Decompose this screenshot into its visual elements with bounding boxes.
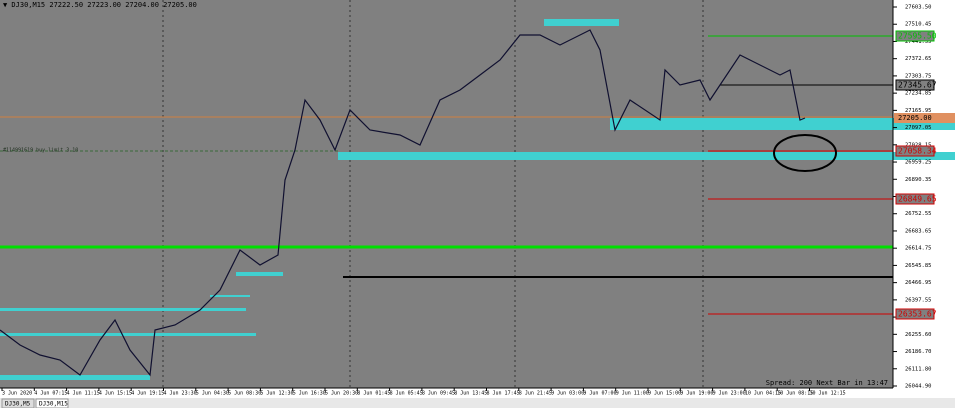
level-box [895, 145, 935, 157]
price-label: 26186.70 [905, 349, 932, 355]
time-label: 10 Jun 08:15 [777, 391, 813, 397]
current-price-box [894, 113, 955, 123]
tab-label[interactable]: DJ30,M5 [5, 401, 31, 408]
zones [0, 19, 955, 380]
time-label: 5 Jun 08:30 [228, 391, 261, 397]
chart-area [0, 0, 893, 388]
time-label: 8 Jun 21:45 [519, 391, 552, 397]
time-label: 4 Jun 15:15 [99, 391, 132, 397]
time-label: 5 Jun 20:30 [325, 391, 358, 397]
price-label: 26545.85 [905, 263, 932, 269]
time-label: 5 Jun 12:30 [260, 391, 293, 397]
time-label: 8 Jun 05:45 [390, 391, 423, 397]
price-label: 27372.65 [905, 56, 932, 62]
level-label: 26849.65 [898, 195, 937, 204]
tab-bar [0, 398, 955, 408]
price-label: 27441.55 [905, 39, 932, 45]
level-label: 27058.34 [898, 147, 937, 156]
time-label: 9 Jun 19:00 [680, 391, 713, 397]
price-label: 27510.45 [905, 22, 932, 28]
price-label: 27097.05 [905, 125, 932, 131]
price-label: 26397.55 [905, 297, 932, 303]
status-text: Spread: 200 Next Bar in 13:47 [766, 379, 888, 387]
red-lines [708, 150, 893, 315]
time-label: 4 Jun 23:30 [164, 391, 197, 397]
time-label: 8 Jun 13:45 [454, 391, 487, 397]
level-box [895, 193, 935, 205]
price-label: 27165.95 [905, 108, 932, 114]
time-label: 4 Jun 11:15 [67, 391, 100, 397]
tab-label[interactable]: DJ30,M15 [39, 401, 68, 408]
level-box [895, 79, 935, 91]
price-label: 27303.75 [905, 73, 932, 79]
level-label: 27345.67 [898, 81, 937, 90]
level-label: 27595.50 [898, 32, 937, 41]
time-label: 4 Jun 19:15 [131, 391, 164, 397]
highlight-circle [773, 134, 837, 172]
time-label: 9 Jun 07:00 [583, 391, 616, 397]
price-label: 27234.85 [905, 91, 932, 97]
time-label: 9 Jun 03:00 [551, 391, 584, 397]
price-label: 26111.80 [905, 366, 932, 372]
symbol-header: ▼ DJ30,M15 27222.50 27223.00 27204.00 27… [3, 1, 197, 9]
time-label: 9 Jun 15:00 [648, 391, 681, 397]
price-label: 27028.15 [905, 142, 932, 148]
price-label: 26683.65 [905, 228, 932, 234]
time-label: 8 Jun 09:45 [422, 391, 455, 397]
price-label: 27603.50 [905, 5, 932, 11]
time-label: 8 Jun 17:45 [487, 391, 520, 397]
price-path [0, 29, 806, 377]
time-label: 8 Jun 01:45 [357, 391, 390, 397]
time-label: 4 Jun 07:15 [34, 391, 67, 397]
level-box [895, 30, 935, 42]
order-label: #114991619 buy limit 3.10 [3, 148, 78, 154]
price-label: 26255.60 [905, 332, 932, 338]
time-label: 5 Jun 16:30 [293, 391, 326, 397]
time-label: 9 Jun 23:00 [713, 391, 746, 397]
time-label: 10 Jun 04:15 [745, 391, 781, 397]
price-label: 26466.95 [905, 280, 932, 286]
current-price: 27205.00 [898, 114, 932, 122]
price-label: 26752.55 [905, 211, 932, 217]
level-label: 26353.67 [898, 310, 937, 319]
time-label: 5 Jun 04:30 [196, 391, 229, 397]
time-label: 3 Jun 2020 [2, 391, 32, 397]
tab[interactable] [1, 398, 35, 408]
level-box [895, 308, 935, 320]
tab[interactable] [35, 398, 69, 408]
time-label: 9 Jun 11:00 [616, 391, 649, 397]
price-label: 26890.35 [905, 177, 932, 183]
price-label: 26044.90 [905, 384, 932, 390]
time-label: 10 Jun 12:15 [810, 391, 846, 397]
price-label: 26959.25 [905, 160, 932, 166]
price-label: 26614.75 [905, 246, 932, 252]
